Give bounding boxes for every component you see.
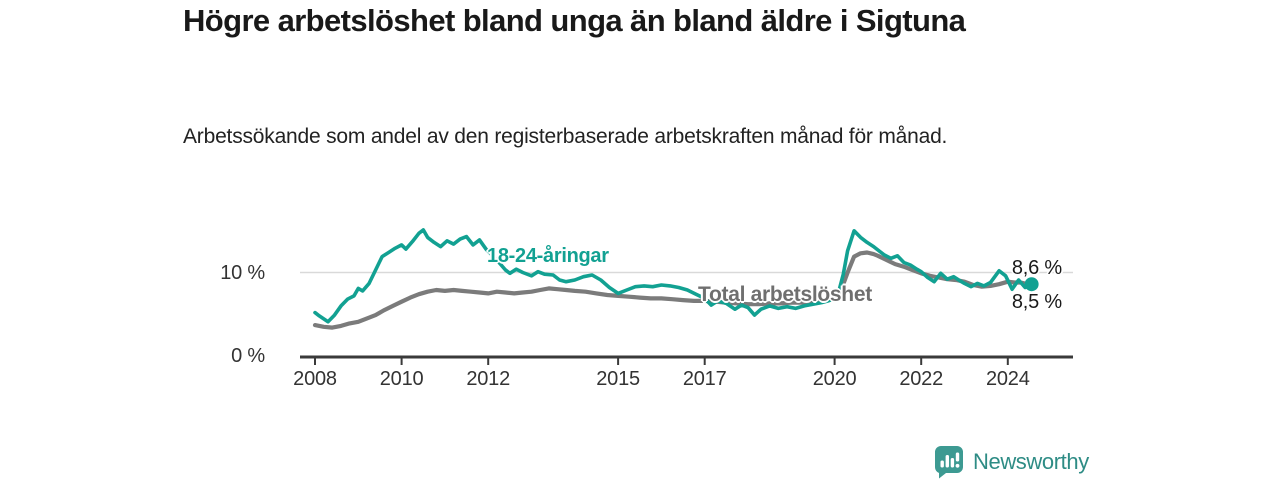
end-value-label-total: 8,5 % bbox=[1011, 291, 1062, 313]
y-axis-label-0: 0 % bbox=[231, 345, 265, 367]
x-axis-label: 2008 bbox=[293, 368, 337, 390]
series-label-total: Total arbetslöshet bbox=[698, 283, 872, 306]
x-axis-label: 2020 bbox=[812, 368, 857, 390]
x-axis-label: 2024 bbox=[985, 368, 1030, 390]
young-series-line bbox=[313, 228, 1034, 324]
total-series-line bbox=[312, 250, 1034, 330]
latest-value-dot bbox=[1024, 277, 1039, 292]
newsworthy-brand-text: Newsworthy bbox=[973, 449, 1089, 474]
x-axis-label: 2017 bbox=[682, 368, 727, 390]
newsworthy-brand-link[interactable]: Newsworthy bbox=[933, 445, 1089, 479]
x-axis-label: 2022 bbox=[899, 368, 944, 390]
x-axis-label: 2012 bbox=[466, 368, 511, 390]
newsworthy-logo-icon bbox=[934, 446, 963, 479]
chart-subtitle: Arbetssökande som andel av den registerb… bbox=[183, 125, 948, 148]
y-axis-label-10: 10 % bbox=[220, 262, 265, 284]
x-axis-label: 2015 bbox=[596, 368, 640, 390]
chart-title: Högre arbetslöshet bland unga än bland ä… bbox=[183, 3, 966, 38]
x-axis-label: 2010 bbox=[379, 368, 424, 390]
series-label-young: 18-24-åringar bbox=[487, 245, 609, 267]
end-value-label-young: 8,6 % bbox=[1011, 257, 1062, 279]
